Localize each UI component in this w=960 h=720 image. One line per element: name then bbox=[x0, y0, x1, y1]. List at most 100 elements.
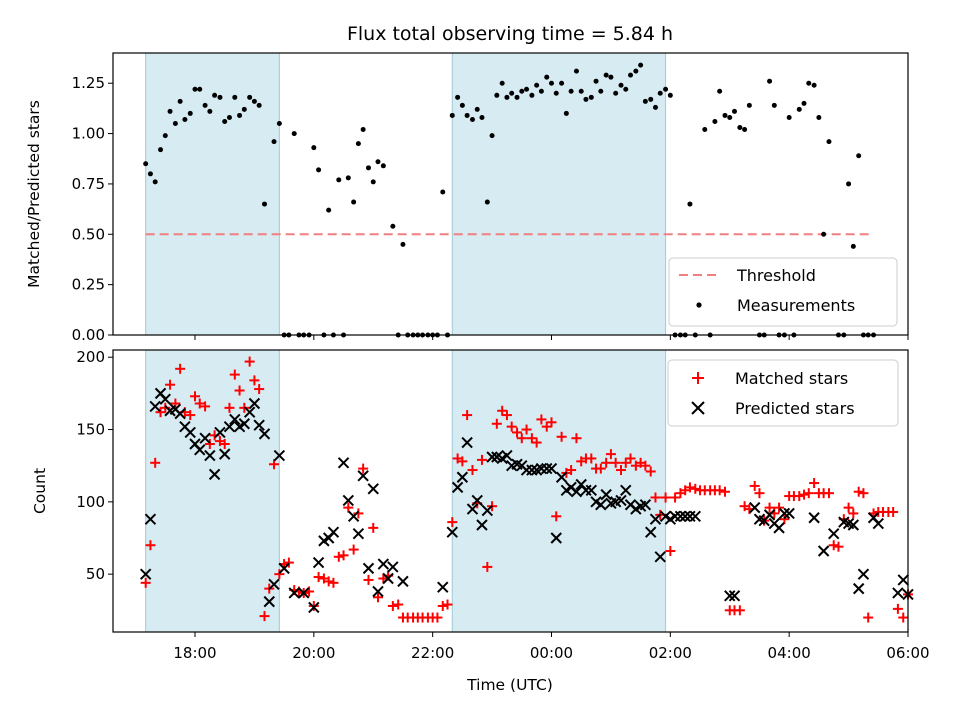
measurement-point bbox=[262, 201, 268, 207]
predicted-star-point bbox=[174, 407, 186, 420]
predicted-star-point bbox=[649, 513, 662, 525]
matched-star-point bbox=[353, 508, 364, 519]
measurement-point bbox=[455, 94, 461, 100]
predicted-star-point bbox=[199, 432, 211, 444]
predicted-star-point bbox=[620, 484, 632, 496]
matched-star-point bbox=[269, 459, 280, 470]
matched-star-point bbox=[853, 486, 864, 497]
x-tick-label: 20:00 bbox=[292, 644, 335, 662]
measurement-point bbox=[717, 88, 723, 94]
predicted-star-point bbox=[149, 400, 161, 413]
matched-star-point bbox=[358, 463, 369, 474]
x-axis-label: Time (UTC) bbox=[466, 676, 553, 694]
matched-star-point bbox=[219, 439, 230, 449]
predicted-star-point bbox=[763, 509, 776, 521]
matched-star-point bbox=[373, 592, 383, 603]
matched-star-point bbox=[749, 480, 760, 491]
matched-star-point bbox=[229, 369, 240, 380]
matched-star-point bbox=[551, 511, 562, 522]
measurement-point bbox=[811, 82, 817, 88]
measurement-point bbox=[628, 72, 634, 78]
observing-window-shade bbox=[451, 52, 667, 336]
predicted-star-point bbox=[689, 510, 701, 523]
matched-star-point bbox=[150, 457, 161, 468]
measurement-point bbox=[147, 171, 153, 177]
predicted-star-point bbox=[298, 587, 310, 599]
measurement-point bbox=[702, 127, 708, 133]
measurement-point bbox=[464, 112, 470, 118]
predicted-star-point bbox=[486, 451, 498, 463]
matched-star-point bbox=[566, 465, 577, 476]
measurement-point bbox=[559, 80, 565, 86]
predicted-star-point bbox=[437, 581, 449, 593]
predicted-star-point bbox=[728, 590, 741, 602]
measurement-point bbox=[663, 86, 669, 92]
predicted-star-point bbox=[184, 426, 196, 439]
measurement-point bbox=[336, 177, 342, 183]
predicted-star-point bbox=[808, 512, 820, 524]
legend-predicted-swatch bbox=[691, 401, 705, 415]
x-tick-label: 00:00 bbox=[530, 644, 573, 662]
matched-star-point bbox=[313, 572, 324, 583]
predicted-star-point bbox=[288, 587, 300, 599]
measurement-point bbox=[375, 159, 381, 165]
matched-star-point bbox=[605, 449, 616, 460]
predicted-star-point bbox=[223, 420, 236, 433]
measurement-point bbox=[746, 102, 752, 108]
legend-measurements-label: Measurements bbox=[737, 296, 855, 315]
matched-star-point bbox=[160, 402, 171, 413]
measurement-point bbox=[276, 121, 282, 126]
measurement-point bbox=[172, 121, 178, 126]
measurement-point bbox=[514, 94, 520, 100]
predicted-star-point bbox=[367, 483, 379, 495]
measurement-point bbox=[192, 86, 198, 92]
top-plot-frame bbox=[112, 52, 909, 336]
matched-star-point bbox=[541, 421, 552, 432]
bottom-plot-frame bbox=[112, 349, 909, 633]
measurement-point bbox=[182, 116, 188, 122]
measurement-point bbox=[657, 90, 663, 96]
measurement-point bbox=[232, 94, 238, 100]
measurement-point bbox=[796, 106, 802, 112]
measurement-point bbox=[365, 165, 371, 171]
measurement-point bbox=[449, 112, 455, 118]
predicted-star-point bbox=[139, 568, 152, 580]
predicted-star-point bbox=[372, 585, 384, 598]
matched-star-point bbox=[442, 599, 453, 610]
chart-title: Flux total observing time = 5.84 h bbox=[347, 23, 673, 45]
matched-star-point bbox=[189, 391, 200, 402]
matched-star-point bbox=[145, 540, 156, 551]
y-tick-label: 0.75 bbox=[72, 175, 105, 193]
matched-star-point bbox=[521, 424, 532, 435]
matched-star-point bbox=[437, 600, 448, 611]
bottom-legend-box bbox=[667, 359, 899, 427]
measurement-point bbox=[563, 110, 569, 116]
matched-star-point bbox=[482, 561, 493, 572]
measurement-point bbox=[524, 86, 530, 92]
predicted-star-point bbox=[229, 413, 241, 426]
measurement-point bbox=[158, 147, 164, 153]
matched-star-point bbox=[432, 612, 443, 623]
matched-star-point bbox=[462, 410, 473, 421]
y-tick-label: 0.00 bbox=[72, 326, 105, 344]
measurement-point bbox=[826, 139, 832, 145]
predicted-star-point bbox=[362, 562, 375, 575]
predicted-star-point bbox=[645, 526, 657, 538]
measurement-point bbox=[821, 231, 827, 237]
matched-star-point bbox=[175, 363, 186, 374]
predicted-star-point bbox=[248, 397, 261, 410]
measurement-point bbox=[202, 102, 208, 108]
measurement-point bbox=[786, 114, 792, 120]
measurement-point bbox=[534, 82, 540, 88]
matched-star-point bbox=[828, 540, 839, 551]
matched-star-point bbox=[512, 427, 523, 438]
y-tick-label: 100 bbox=[76, 493, 105, 511]
measurement-point bbox=[583, 96, 589, 102]
matched-star-point bbox=[363, 574, 374, 585]
matched-star-point bbox=[556, 431, 567, 442]
matched-star-point bbox=[714, 485, 725, 496]
measurement-point bbox=[623, 86, 629, 92]
matched-star-point bbox=[863, 612, 874, 623]
measurement-point bbox=[504, 94, 510, 100]
measurement-point bbox=[538, 88, 544, 94]
